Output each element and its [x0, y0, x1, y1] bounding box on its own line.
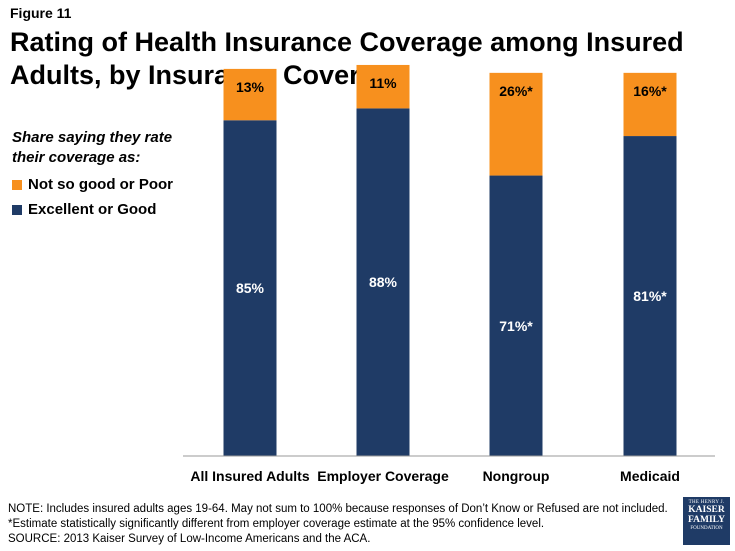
data-label-not-so-good-or-poor-all-insured-adults: 13% — [236, 79, 265, 95]
chart-title: Rating of Health Insurance Coverage amon… — [10, 27, 684, 90]
significance-note: *Estimate statistically significantly di… — [8, 518, 545, 530]
logo-line-2: KAISER — [688, 505, 725, 515]
data-label-excellent-or-good-nongroup: 71%* — [499, 318, 533, 334]
legend-item-excellent: Excellent or Good — [12, 201, 202, 218]
bar-not-so-good-or-poor-all-insured-adults — [223, 68, 277, 121]
data-label-not-so-good-or-poor-nongroup: 26%* — [499, 83, 533, 99]
data-label-not-so-good-or-poor-employer-coverage: 11% — [369, 75, 397, 91]
legend-item-not-so-good: Not so good or Poor — [12, 176, 202, 193]
legend-label-excellent: Excellent or Good — [28, 201, 157, 218]
x-tick-label-employer-coverage: Employer Coverage — [317, 468, 449, 484]
logo-line-1: THE HENRY J. — [688, 500, 725, 505]
bar-excellent-or-good-employer-coverage — [356, 108, 410, 457]
x-tick-label-all-insured-adults: All Insured Adults — [190, 468, 309, 484]
bar-not-so-good-or-poor-nongroup — [489, 72, 543, 176]
legend-title: Share saying they rate their coverage as… — [12, 129, 173, 166]
bar-excellent-or-good-all-insured-adults — [223, 120, 277, 456]
figure-label: Figure 11 — [10, 5, 72, 21]
data-label-excellent-or-good-employer-coverage: 88% — [369, 274, 398, 290]
bar-excellent-or-good-nongroup — [489, 175, 543, 457]
note-text: NOTE: Includes insured adults ages 19-64… — [8, 503, 668, 515]
data-label-excellent-or-good-all-insured-adults: 85% — [236, 280, 265, 296]
bar-not-so-good-or-poor-medicaid — [623, 72, 677, 137]
footnotes: NOTE: Includes insured adults ages 19-64… — [8, 502, 668, 547]
legend: Share saying they rate their coverage as… — [12, 128, 202, 218]
logo-line-4: FOUNDATION — [690, 526, 723, 531]
data-label-not-so-good-or-poor-medicaid: 16%* — [633, 83, 667, 99]
data-label-excellent-or-good-medicaid: 81%* — [633, 288, 667, 304]
bar-not-so-good-or-poor-employer-coverage — [356, 64, 410, 109]
bar-excellent-or-good-medicaid — [623, 136, 677, 457]
legend-label-not-so-good: Not so good or Poor — [28, 176, 173, 193]
source-note: SOURCE: 2013 Kaiser Survey of Low-Income… — [8, 533, 371, 545]
x-tick-label-nongroup: Nongroup — [483, 468, 550, 484]
kaiser-logo: THE HENRY J. KAISER FAMILY FOUNDATION — [683, 497, 730, 545]
legend-swatch-not-so-good — [12, 179, 22, 190]
legend-swatch-excellent — [12, 204, 22, 215]
logo-line-3: FAMILY — [688, 515, 725, 525]
x-tick-label-medicaid: Medicaid — [620, 468, 680, 484]
